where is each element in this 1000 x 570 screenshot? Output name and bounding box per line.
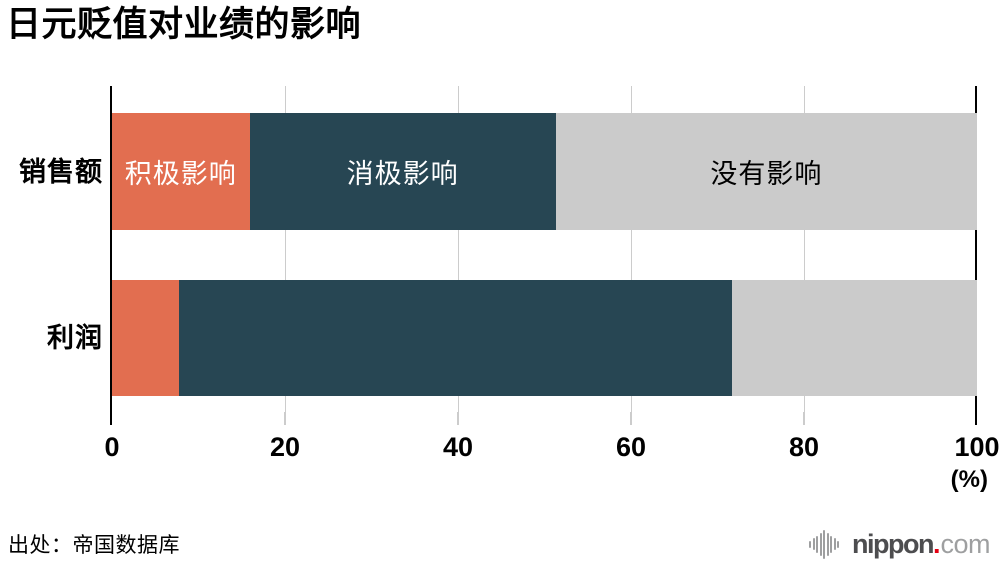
gridline-80: [804, 86, 805, 412]
tick-mark-80: [803, 412, 805, 425]
right-axis-line: [975, 86, 977, 425]
gridline-40: [458, 86, 459, 412]
bar-segment-sales-negative-impact: 消极影响: [249, 113, 556, 230]
bar-row-sales: 积极影响 消极影响 没有影响: [112, 113, 977, 230]
bar-segment-sales-no-impact: 没有影响: [555, 113, 977, 230]
logo-dot: .: [932, 529, 941, 559]
category-label-sales: 销售额: [19, 156, 103, 187]
bar-segment-sales-positive-impact: 积极影响: [112, 113, 250, 230]
source-note: 出处：帝国数据库: [8, 534, 180, 557]
logo-text-com: com: [940, 529, 990, 559]
gridline-60: [631, 86, 632, 412]
tick-mark-40: [457, 412, 459, 425]
logo-text-nippon: nippon: [852, 529, 934, 559]
bar-segment-profit-no-impact: [732, 280, 977, 396]
soundwave-icon: [809, 528, 839, 560]
tick-label-100: 100: [954, 432, 1000, 462]
gridline-20: [285, 86, 286, 412]
x-axis: 0 20 40 60 80 100: [104, 412, 1000, 502]
tick-label-80: 80: [788, 432, 820, 462]
axis-unit-label: (%): [950, 466, 988, 493]
bar-segment-profit-positive-impact: [112, 280, 179, 396]
bar-row-profit: [112, 280, 977, 396]
chart-title: 日元贬值对业绩的影响: [6, 5, 362, 44]
segment-label-no-impact: 没有影响: [710, 159, 823, 189]
nippon-logo[interactable]: nippon.com: [809, 523, 990, 565]
segment-label-positive-impact: 积极影响: [124, 159, 237, 189]
logo-text: nippon.com: [852, 523, 990, 565]
y-axis-line: [110, 86, 112, 425]
tick-label-40: 40: [442, 432, 474, 462]
tick-label-0: 0: [104, 432, 120, 462]
category-label-profit: 利润: [47, 323, 103, 353]
tick-label-60: 60: [615, 432, 647, 462]
plot-area: 积极影响 消极影响 没有影响: [112, 86, 977, 412]
segment-label-negative-impact: 消极影响: [346, 159, 459, 189]
bar-segment-profit-negative-impact: [178, 280, 733, 396]
tick-mark-20: [284, 412, 286, 425]
tick-label-20: 20: [269, 432, 301, 462]
tick-mark-60: [630, 412, 632, 425]
